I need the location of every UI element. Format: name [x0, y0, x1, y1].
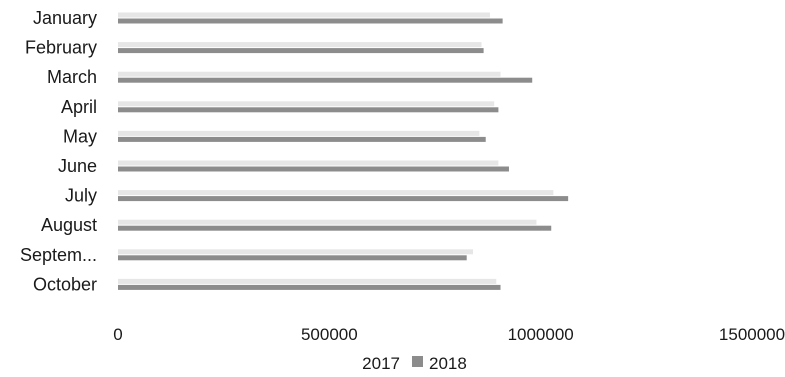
bar-2018: [118, 166, 509, 172]
category-label: Septem...: [20, 245, 97, 265]
bar-2017: [118, 160, 499, 166]
bar-2018: [118, 136, 486, 142]
category-label: August: [41, 215, 97, 235]
bar-2017: [118, 249, 474, 255]
bar-2017: [118, 42, 482, 48]
bar-2018: [118, 18, 503, 24]
category-label: July: [65, 186, 97, 206]
category-labels: January February March April May June July Augu…: [20, 8, 97, 294]
x-axis-tick-labels: 0 500000 1000000 1500000: [113, 325, 785, 344]
bar-2017: [118, 101, 495, 107]
bar-2017: [118, 219, 537, 225]
bar-2018: [118, 196, 569, 202]
bar-2017: [118, 130, 480, 136]
bar-2017: [118, 278, 497, 284]
bar-2018: [118, 48, 484, 54]
x-tick-label: 1000000: [508, 325, 574, 344]
x-tick-label: 0: [113, 325, 122, 344]
category-label: April: [61, 97, 97, 117]
x-tick-label: 1500000: [719, 325, 785, 344]
category-label: June: [58, 156, 97, 176]
bar-2018: [118, 284, 501, 290]
category-label: January: [33, 8, 97, 28]
category-label: May: [63, 126, 97, 146]
bar-2018: [118, 255, 467, 261]
category-label: February: [25, 38, 97, 58]
bar-2017: [118, 71, 501, 77]
bars-group: [118, 12, 569, 290]
bar-2018: [118, 225, 552, 231]
x-tick-label: 500000: [301, 325, 358, 344]
legend-label-2018: 2018: [429, 354, 467, 373]
legend-swatch-2018: [412, 356, 423, 367]
legend: 2017 2018: [362, 354, 467, 373]
bar-2017: [118, 12, 490, 18]
bar-2017: [118, 190, 554, 196]
legend-label-2017: 2017: [362, 354, 400, 373]
bar-2018: [118, 107, 499, 113]
bar-2018: [118, 77, 533, 83]
category-label: October: [33, 274, 97, 294]
category-label: March: [47, 67, 97, 87]
